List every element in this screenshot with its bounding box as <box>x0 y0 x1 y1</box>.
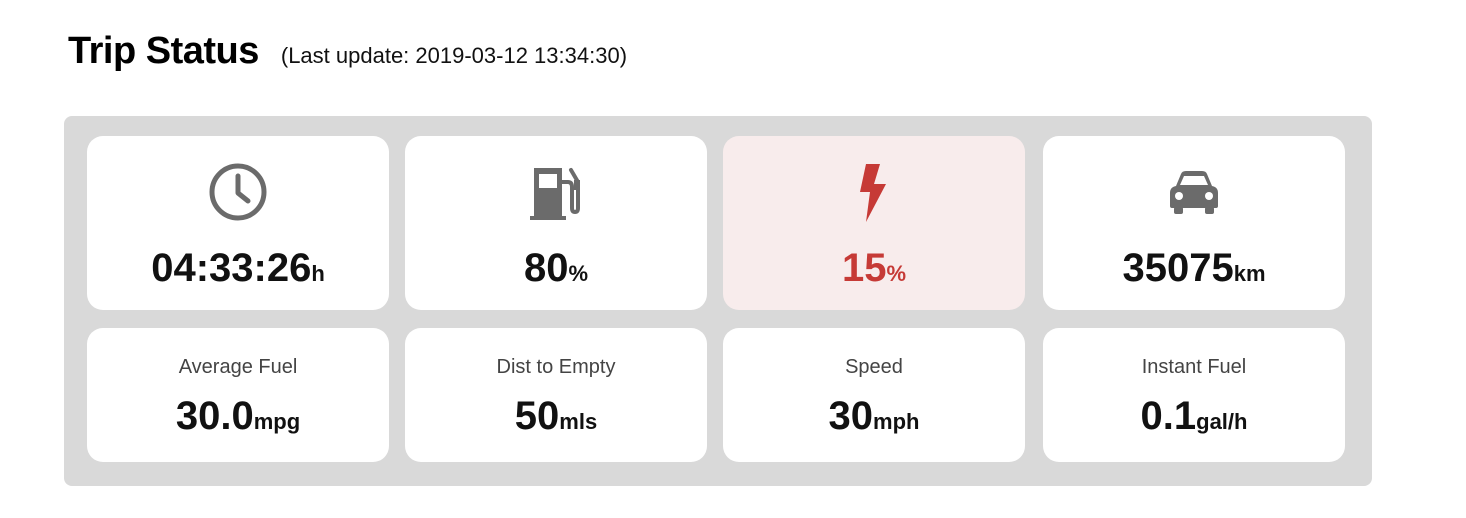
fuel-pump-icon <box>405 160 707 224</box>
speed-label: Speed <box>845 356 903 378</box>
dist-to-empty-unit: mls <box>559 409 598 434</box>
battery-level-unit: % <box>886 261 907 286</box>
average-fuel-value: 30.0mpg <box>87 394 389 439</box>
battery-level-card: 15% <box>723 136 1025 310</box>
trip-time-card: 04:33:26h <box>87 136 389 310</box>
clock-icon <box>87 160 389 224</box>
dist-to-empty-card: Dist to Empty 50mls <box>405 328 707 462</box>
dist-to-empty-value: 50mls <box>405 394 707 439</box>
average-fuel-label: Average Fuel <box>178 356 298 378</box>
instant-fuel-unit: gal/h <box>1196 409 1248 434</box>
instant-fuel-label: Instant Fuel <box>1141 356 1247 378</box>
battery-level-number: 15 <box>841 246 887 290</box>
page-title: Trip Status <box>68 30 259 72</box>
page-header: Trip Status (Last update: 2019-03-12 13:… <box>68 30 627 73</box>
odometer-card: 35075km <box>1043 136 1345 310</box>
trip-time-number: 04:33:26 <box>151 246 312 290</box>
average-fuel-unit: mpg <box>253 409 301 434</box>
dist-to-empty-label: Dist to Empty <box>496 356 616 378</box>
odometer-unit: km <box>1233 261 1266 286</box>
fuel-level-card: 80% <box>405 136 707 310</box>
lightning-bolt-icon <box>723 160 1025 224</box>
speed-value: 30mph <box>723 394 1025 439</box>
speed-unit: mph <box>873 409 920 434</box>
instant-fuel-card: Instant Fuel 0.1gal/h <box>1043 328 1345 462</box>
fuel-level-unit: % <box>568 261 589 286</box>
instant-fuel-number: 0.1 <box>1140 394 1197 438</box>
average-fuel-number: 30.0 <box>175 394 254 438</box>
speed-number: 30 <box>828 394 874 438</box>
fuel-level-number: 80 <box>523 246 569 290</box>
trip-time-value: 04:33:26h <box>87 246 389 291</box>
last-update-text: (Last update: 2019-03-12 13:34:30) <box>280 43 628 68</box>
trip-status-panel: 04:33:26h 80% 15% <box>64 116 1372 486</box>
odometer-number: 35075 <box>1122 246 1234 290</box>
dist-to-empty-number: 50 <box>514 394 560 438</box>
fuel-level-value: 80% <box>405 246 707 291</box>
trip-time-unit: h <box>311 261 325 286</box>
odometer-value: 35075km <box>1043 246 1345 291</box>
battery-level-value: 15% <box>723 246 1025 291</box>
car-icon <box>1043 160 1345 224</box>
instant-fuel-value: 0.1gal/h <box>1043 394 1345 439</box>
average-fuel-card: Average Fuel 30.0mpg <box>87 328 389 462</box>
speed-card: Speed 30mph <box>723 328 1025 462</box>
